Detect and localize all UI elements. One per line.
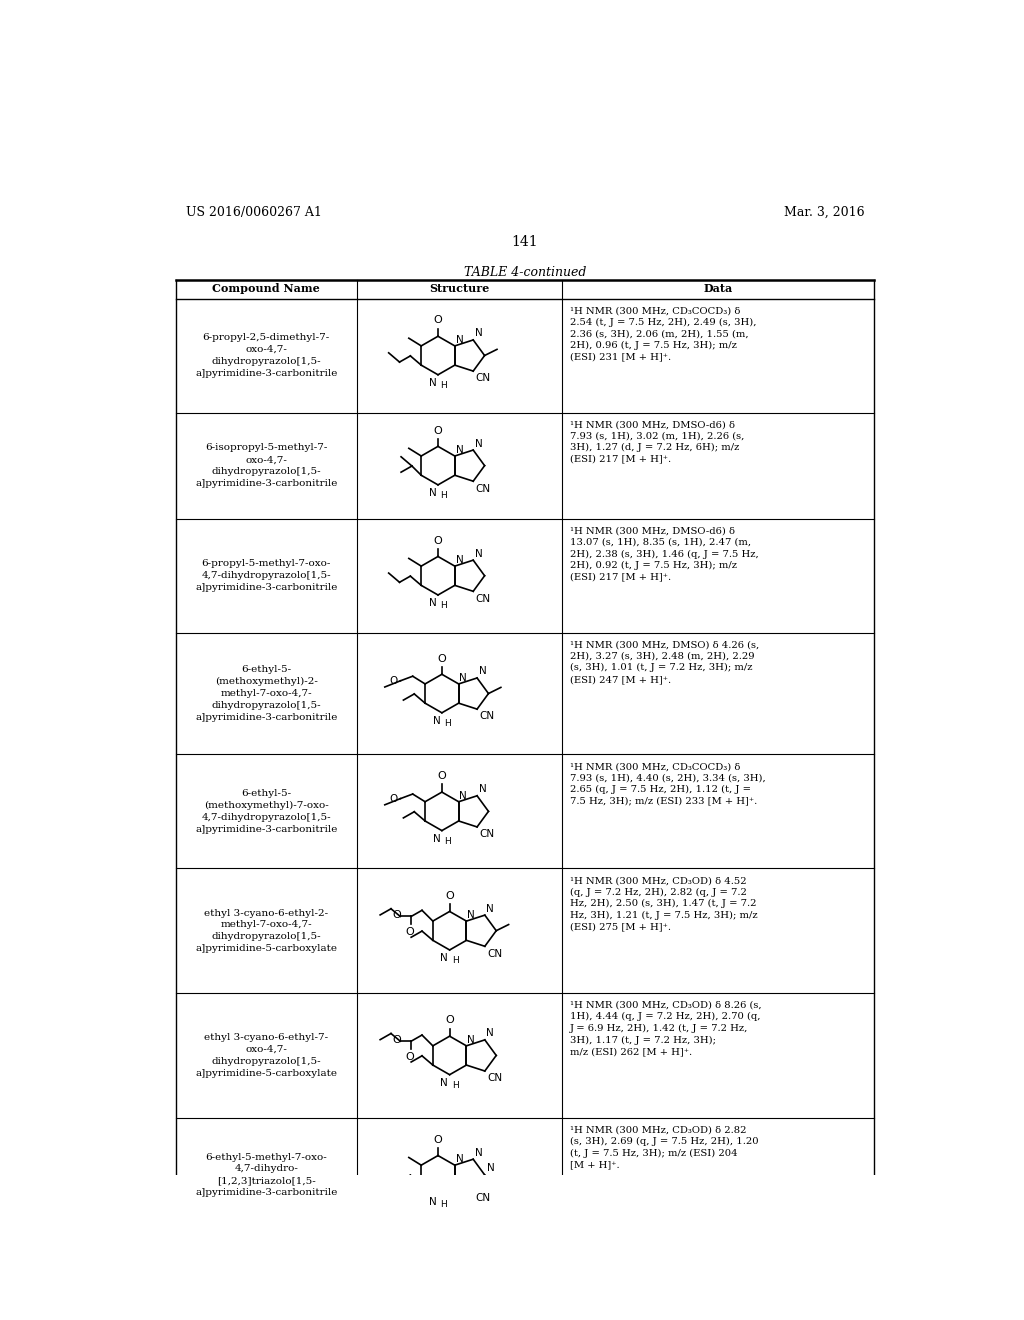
Text: ethyl 3-cyano-6-ethyl-7-
oxo-4,7-
dihydropyrazolo[1,5-
a]pyrimidine-5-carboxylat: ethyl 3-cyano-6-ethyl-7- oxo-4,7- dihydr… [196,1034,337,1077]
Text: N: N [475,549,482,558]
Text: H: H [452,956,459,965]
Text: Compound Name: Compound Name [212,284,321,294]
Text: O: O [389,676,397,686]
Text: N: N [487,1163,495,1173]
Text: CN: CN [475,483,490,494]
Text: H: H [444,719,451,727]
Text: N: N [475,329,482,338]
Text: ¹H NMR (300 MHz, CD₃OD) δ 2.82
(s, 3H), 2.69 (q, J = 7.5 Hz, 2H), 1.20
(t, J = 7: ¹H NMR (300 MHz, CD₃OD) δ 2.82 (s, 3H), … [569,1126,759,1170]
Text: 141: 141 [511,235,539,249]
Text: O: O [393,909,401,920]
Text: ¹H NMR (300 MHz, DMSO-d6) δ
7.93 (s, 1H), 3.02 (m, 1H), 2.26 (s,
3H), 1.27 (d, J: ¹H NMR (300 MHz, DMSO-d6) δ 7.93 (s, 1H)… [569,420,744,463]
Text: US 2016/0060267 A1: US 2016/0060267 A1 [186,206,322,219]
Text: O: O [437,653,446,664]
Text: O: O [437,771,446,781]
Text: CN: CN [479,711,495,722]
Text: N: N [475,438,482,449]
Text: O: O [389,793,397,804]
Text: O: O [433,425,442,436]
Text: N: N [432,715,440,726]
Text: N: N [456,335,463,345]
Text: 6-propyl-5-methyl-7-oxo-
4,7-dihydropyrazolo[1,5-
a]pyrimidine-3-carbonitrile: 6-propyl-5-methyl-7-oxo- 4,7-dihydropyra… [196,560,338,593]
Text: N: N [486,904,495,913]
Text: N: N [456,1155,463,1164]
Text: H: H [440,601,447,610]
Text: N: N [478,784,486,795]
Text: ¹H NMR (300 MHz, CD₃COCD₃) δ
7.93 (s, 1H), 4.40 (s, 2H), 3.34 (s, 3H),
2.65 (q, : ¹H NMR (300 MHz, CD₃COCD₃) δ 7.93 (s, 1H… [569,762,766,805]
Text: ¹H NMR (300 MHz, CD₃COCD₃) δ
2.54 (t, J = 7.5 Hz, 2H), 2.49 (s, 3H),
2.36 (s, 3H: ¹H NMR (300 MHz, CD₃COCD₃) δ 2.54 (t, J … [569,306,757,362]
Text: H: H [440,491,447,500]
Text: N: N [429,598,436,609]
Text: CN: CN [475,594,490,603]
Text: ¹H NMR (300 MHz, DMSO) δ 4.26 (s,
2H), 3.27 (s, 3H), 2.48 (m, 2H), 2.29
(s, 3H),: ¹H NMR (300 MHz, DMSO) δ 4.26 (s, 2H), 3… [569,640,759,684]
Text: CN: CN [487,949,503,958]
Text: O: O [445,891,454,900]
Text: N: N [429,1197,436,1206]
Text: 6-ethyl-5-
(methoxymethyl)-7-oxo-
4,7-dihydropyrazolo[1,5-
a]pyrimidine-3-carbon: 6-ethyl-5- (methoxymethyl)-7-oxo- 4,7-di… [196,789,338,834]
Text: Mar. 3, 2016: Mar. 3, 2016 [783,206,864,219]
Text: 6-isopropyl-5-methyl-7-
oxo-4,7-
dihydropyrazolo[1,5-
a]pyrimidine-3-carbonitril: 6-isopropyl-5-methyl-7- oxo-4,7- dihydro… [196,444,338,488]
Text: N: N [440,953,449,964]
Text: O: O [433,1135,442,1144]
Text: O: O [406,927,414,937]
Text: H: H [440,1200,447,1209]
Text: H: H [444,837,451,846]
Text: N: N [460,791,467,801]
Text: N: N [456,556,463,565]
Text: N: N [429,378,436,388]
Text: Data: Data [703,284,732,294]
Text: N: N [478,667,486,676]
Text: N: N [460,673,467,684]
Text: N: N [486,1028,495,1039]
Text: ¹H NMR (300 MHz, DMSO-d6) δ
13.07 (s, 1H), 8.35 (s, 1H), 2.47 (m,
2H), 2.38 (s, : ¹H NMR (300 MHz, DMSO-d6) δ 13.07 (s, 1H… [569,527,759,582]
Text: N: N [467,911,475,920]
Text: N: N [475,1147,482,1158]
Text: CN: CN [487,1073,503,1084]
Text: CN: CN [475,1193,490,1203]
Text: Structure: Structure [429,284,489,294]
Text: 6-propyl-2,5-dimethyl-7-
oxo-4,7-
dihydropyrazolo[1,5-
a]pyrimidine-3-carbonitri: 6-propyl-2,5-dimethyl-7- oxo-4,7- dihydr… [196,334,338,378]
Text: ¹H NMR (300 MHz, CD₃OD) δ 8.26 (s,
1H), 4.44 (q, J = 7.2 Hz, 2H), 2.70 (q,
J = 6: ¹H NMR (300 MHz, CD₃OD) δ 8.26 (s, 1H), … [569,1001,762,1056]
Text: TABLE 4-continued: TABLE 4-continued [464,267,586,280]
Text: 6-ethyl-5-
(methoxymethyl)-2-
methyl-7-oxo-4,7-
dihydropyrazolo[1,5-
a]pyrimidin: 6-ethyl-5- (methoxymethyl)-2- methyl-7-o… [196,665,338,722]
Text: N: N [456,445,463,455]
Text: H: H [440,381,447,389]
Text: N: N [467,1035,475,1045]
Text: N: N [429,488,436,498]
Text: O: O [445,1015,454,1026]
Text: N: N [440,1077,449,1088]
Text: H: H [452,1081,459,1090]
Text: N: N [432,834,440,843]
Text: O: O [433,315,442,326]
Text: CN: CN [479,829,495,840]
Text: O: O [393,1035,401,1044]
Text: ethyl 3-cyano-6-ethyl-2-
methyl-7-oxo-4,7-
dihydropyrazolo[1,5-
a]pyrimidine-5-c: ethyl 3-cyano-6-ethyl-2- methyl-7-oxo-4,… [196,908,337,953]
Text: O: O [406,1052,414,1063]
Text: O: O [433,536,442,545]
Text: 6-ethyl-5-methyl-7-oxo-
4,7-dihydro-
[1,2,3]triazolo[1,5-
a]pyrimidine-3-carboni: 6-ethyl-5-methyl-7-oxo- 4,7-dihydro- [1,… [196,1152,338,1197]
Text: ¹H NMR (300 MHz, CD₃OD) δ 4.52
(q, J = 7.2 Hz, 2H), 2.82 (q, J = 7.2
Hz, 2H), 2.: ¹H NMR (300 MHz, CD₃OD) δ 4.52 (q, J = 7… [569,876,758,932]
Text: CN: CN [475,374,490,383]
